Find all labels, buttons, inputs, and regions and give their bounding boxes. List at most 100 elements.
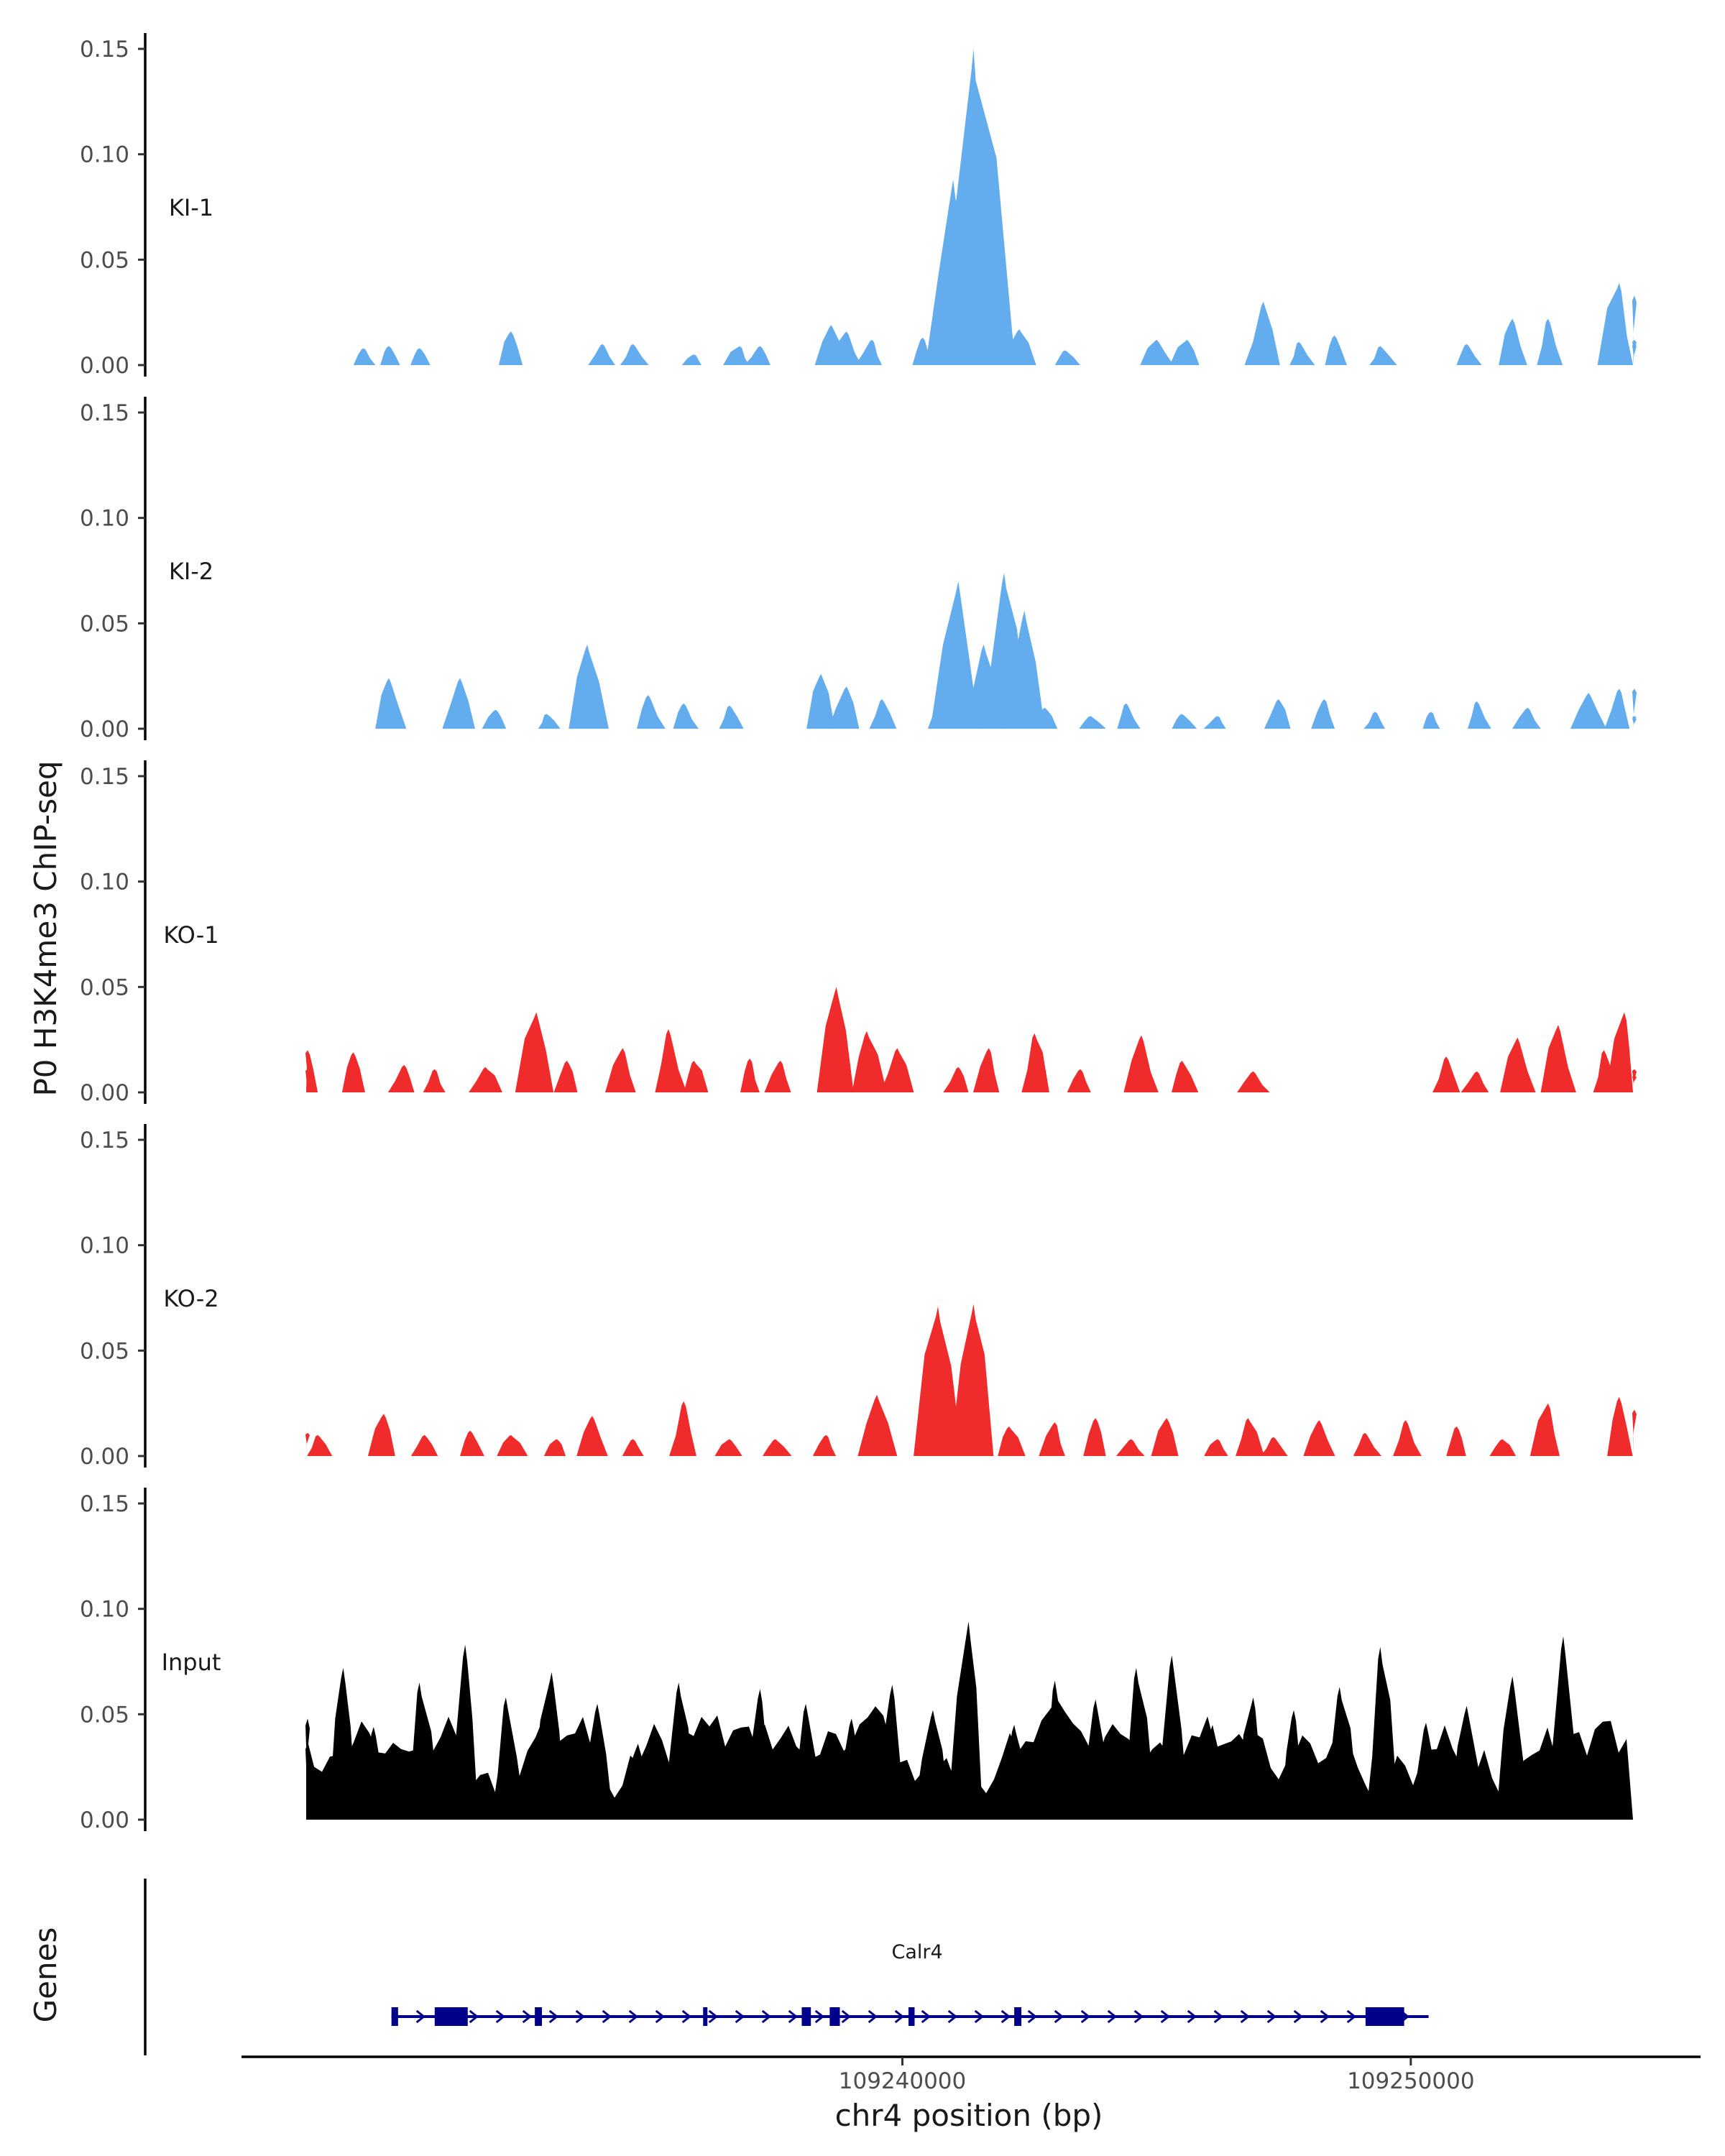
coverage-peak <box>1606 1012 1633 1092</box>
y-tick-label: 0.00 <box>80 1444 129 1470</box>
coverage-peak <box>1079 716 1106 729</box>
strand-arrow <box>1293 2009 1304 2024</box>
strand-arrow <box>1027 2009 1038 2024</box>
coverage-peak <box>305 1432 310 1456</box>
y-tick-label: 0.00 <box>80 353 129 379</box>
coverage-peak <box>740 1059 760 1092</box>
coverage-peak <box>1353 1432 1382 1456</box>
coverage-peak <box>538 714 561 729</box>
coverage-peak <box>1289 341 1315 365</box>
coverage-peak <box>1260 1437 1288 1456</box>
y-tick-label: 0.15 <box>80 1491 129 1517</box>
coverage-peak <box>1021 1033 1049 1092</box>
x-axis: 109240000 109250000 <box>242 2055 1701 2094</box>
strand-arrow <box>841 2009 852 2024</box>
coverage-peak <box>460 1430 484 1456</box>
track-ko-2: 0.00 0.05 0.10 0.15 KO-2 <box>80 1124 1637 1470</box>
coverage-peak <box>1607 1396 1633 1456</box>
y-axis-title: P0 H3K4me3 ChIP-seq <box>28 760 63 1096</box>
y-tick-label: 0.00 <box>80 1080 129 1106</box>
coverage-peak <box>1530 1403 1560 1456</box>
strand-arrow <box>1320 2009 1330 2024</box>
strand-arrow <box>1346 2009 1357 2024</box>
y-tick-label: 0.00 <box>80 717 129 742</box>
coverage-peak <box>723 346 750 365</box>
coverage-peak <box>816 987 854 1092</box>
strand-arrow <box>495 2009 506 2024</box>
coverage-peak <box>1512 707 1541 729</box>
coverage-peak <box>681 354 702 365</box>
gene-name-label: Calr4 <box>892 1941 943 1963</box>
coverage-peak <box>1632 1069 1637 1092</box>
coverage-peak <box>410 348 431 365</box>
coverage-peak <box>1432 1056 1460 1092</box>
strand-arrow <box>788 2009 799 2024</box>
y-tick-label: 0.05 <box>80 247 129 273</box>
coverage-peak <box>576 1416 608 1456</box>
strand-arrow <box>1213 2009 1224 2024</box>
coverage-peak <box>1083 1418 1106 1456</box>
gene-track-title: Genes <box>28 1927 63 2023</box>
strand-arrow <box>469 2009 479 2024</box>
track-input: 0.00 0.05 0.10 0.15 Input <box>80 1488 1633 1833</box>
strand-arrow <box>575 2009 586 2024</box>
coverage-peak <box>852 1031 887 1092</box>
gene-exon <box>908 2007 915 2026</box>
coverage-peak <box>1632 295 1637 365</box>
coverage-peak <box>387 1064 415 1092</box>
coverage-peak <box>637 695 666 729</box>
track-ko-1: 0.00 0.05 0.10 0.15 KO-1 <box>80 760 1637 1106</box>
strand-arrow <box>1160 2009 1171 2024</box>
strand-arrow <box>628 2009 639 2024</box>
coverage-peak <box>1460 1071 1489 1092</box>
coverage-peak <box>1204 1439 1228 1456</box>
y-tick-label: 0.15 <box>80 1128 129 1153</box>
coverage-peak <box>1499 318 1527 365</box>
coverage-peak <box>1151 1418 1179 1456</box>
gene-exon <box>703 2007 708 2026</box>
strand-arrow <box>1054 2009 1064 2024</box>
coverage-peak <box>588 344 615 365</box>
strand-arrow <box>1133 2009 1144 2024</box>
coverage-peak <box>1632 344 1637 365</box>
strand-arrow <box>681 2009 692 2024</box>
strand-arrow <box>1107 2009 1118 2024</box>
coverage-peak <box>375 678 407 729</box>
track-label: KO-1 <box>163 921 218 949</box>
coverage-peak <box>855 339 882 365</box>
coverage-peak <box>1236 1418 1264 1456</box>
y-tick-label: 0.05 <box>80 611 129 637</box>
coverage-peak <box>605 1048 636 1092</box>
coverage-peak <box>655 1029 687 1092</box>
strand-arrow <box>1266 2009 1277 2024</box>
coverage-peak <box>1172 714 1197 729</box>
coverage-peak <box>1264 699 1291 729</box>
coverage-peak <box>423 1069 446 1092</box>
coverage-tracks: 0.00 0.05 0.10 0.15 KI-1 0.00 0.05 0.10 0.15 KI-2… <box>80 33 1637 1833</box>
coverage-peak <box>1067 1069 1091 1092</box>
coverage-peak <box>970 234 1013 365</box>
coverage-peak <box>1363 711 1385 729</box>
coverage-peak <box>714 1439 742 1456</box>
coverage-peak <box>569 644 609 729</box>
coverage-peak <box>1203 716 1226 729</box>
coverage-peak <box>1034 707 1058 729</box>
coverage-peak <box>1632 688 1637 729</box>
coverage-peak <box>497 1434 528 1456</box>
coverage-peak <box>307 1434 333 1456</box>
y-tick-label: 0.10 <box>80 1597 129 1623</box>
coverage-peak <box>380 346 400 365</box>
coverage-peak <box>669 1401 696 1456</box>
gene-track: Calr4 <box>144 1879 1429 2055</box>
strand-arrow <box>761 2009 772 2024</box>
coverage-peak <box>1244 302 1280 365</box>
y-tick-label: 0.10 <box>80 142 129 168</box>
coverage-peak <box>719 705 744 729</box>
coverage-peak <box>1422 711 1440 729</box>
coverage-peak <box>1456 344 1482 365</box>
coverage-peak <box>1169 339 1200 365</box>
y-tick-label: 0.15 <box>80 37 129 63</box>
strand-arrow <box>415 2009 426 2024</box>
coverage-peak <box>1540 1025 1576 1092</box>
